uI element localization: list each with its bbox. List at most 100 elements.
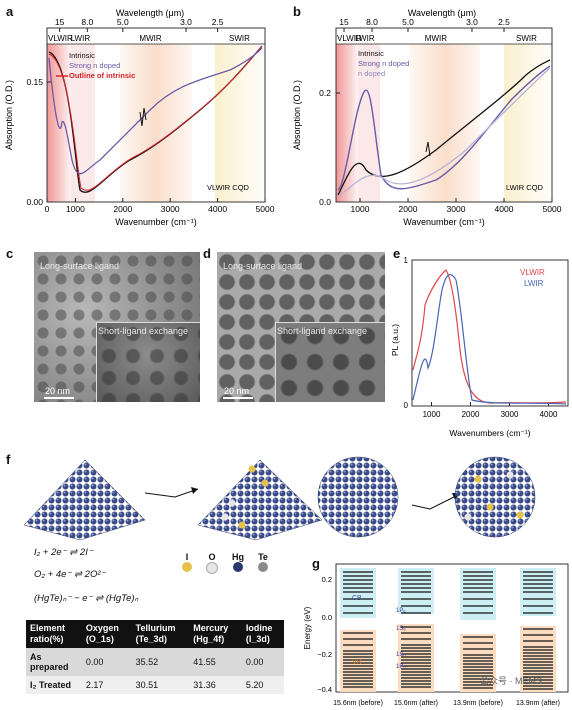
table-row: As prepared 0.00 35.52 41.55 0.00 — [26, 648, 284, 676]
panel-b-xlabel: Wavenumber (cm⁻¹) — [403, 217, 484, 227]
column-label: 15.6nm (after) — [394, 700, 438, 707]
watermark: 公众号 · MEMS — [480, 676, 542, 686]
panel-a-co2-feature — [139, 107, 147, 127]
e-x-tick-label: 3000 — [501, 410, 519, 419]
atom-legend-hg: Hg — [232, 552, 244, 576]
panel-c-tem-image: Long-surface ligand Short-ligand exchang… — [34, 252, 200, 402]
a-x-tick-label: 5000 — [256, 204, 275, 214]
atom-legend-te: Te — [258, 552, 268, 576]
panel-e-xlabel: Wavenumbers (cm⁻¹) — [449, 428, 530, 438]
b-band-label: SWIR — [516, 34, 537, 43]
b-band-label: LWIR — [355, 34, 375, 43]
panel-g-chart: Energy (eV) 0.2 0.0 −0.2 −0.4 CB VB 1Pₑ … — [303, 563, 569, 707]
panel-g-ytick: 0.0 — [322, 613, 332, 622]
table-header: Iodine (I_3d) — [241, 620, 284, 648]
arrow-2 — [411, 494, 459, 510]
sphere-before — [317, 456, 399, 538]
e-x-tick-label: 4000 — [540, 410, 558, 419]
e-x-tick-label: 2000 — [462, 410, 480, 419]
panel-e-chart: 1 0 PL (a.u.) 1000 2000 3000 4000 Wavenumbe… — [390, 256, 569, 438]
table-header-row: Element ratio(%) Oxygen (O_1s) Tellurium… — [26, 620, 284, 648]
vb-region — [398, 624, 434, 692]
panel-d-tem-image: Long-surface ligand Short-ligand exchang… — [217, 252, 385, 402]
a-band-label: SWIR — [229, 34, 250, 43]
panel-e-legend-lwir: LWIR — [524, 279, 544, 288]
panel-e-ylabel: PL (a.u.) — [390, 324, 400, 356]
panel-d-inset — [275, 322, 385, 402]
table-header: Tellurium (Te_3d) — [131, 620, 190, 648]
equation-2: O₂ + 4e⁻ ⇌ 2O²⁻ — [34, 569, 106, 580]
b-top-tick-label: 5.0 — [402, 17, 414, 27]
column-label: 15.6nm (before) — [333, 700, 383, 707]
state-label: 1Pₕ — [396, 664, 406, 670]
a-top-tick-label: 8.0 — [81, 17, 93, 27]
panel-f-structures — [23, 456, 536, 541]
panel-g-cb-label: CB — [352, 595, 362, 602]
panel-d-scale-label: 20 nm — [224, 386, 250, 396]
atom-legend: I O Hg Te — [182, 552, 268, 576]
panel-d-label-inset: Short-ligand exchange — [277, 326, 368, 336]
a-x-tick-label: 4000 — [208, 204, 227, 214]
panel-a-doped-curve — [48, 47, 263, 175]
panel-e-legend-vlwir: VLWIR — [520, 268, 545, 277]
panel-c-label-inset: Short-ligand exchange — [98, 326, 189, 336]
a-x-tick-label: 0 — [45, 204, 50, 214]
a-band-label: MWIR — [139, 34, 161, 43]
a-x-tick-label: 2000 — [113, 204, 132, 214]
panel-e-ytick-1: 1 — [404, 256, 409, 265]
panel-a-top-axis-label: Wavelength (μm) — [116, 8, 184, 18]
b-x-tick-label: 5000 — [543, 204, 562, 214]
a-band-label: LWIR — [71, 34, 91, 43]
b-x-tick-label: 4000 — [495, 204, 514, 214]
panel-e-ytick-0: 0 — [404, 401, 409, 410]
a-top-tick-label: 3.0 — [180, 17, 192, 27]
panel-b-chart: Wavelength (μm) 15 8.0 5.0 3.0 2.5 VLWIRLWIR… — [292, 8, 562, 227]
panel-d-scale-bar — [223, 397, 253, 399]
panel-a-ylabel: Absorption (O.D.) — [4, 80, 14, 150]
panel-g-label: g — [312, 556, 320, 571]
sphere-after — [454, 456, 536, 538]
b-x-tick-label: 3000 — [447, 204, 466, 214]
atom-legend-i: I — [182, 552, 192, 576]
b-top-tick-label: 8.0 — [366, 17, 378, 27]
panel-g-vb-label: VB — [352, 659, 362, 666]
a-x-tick-label: 3000 — [161, 204, 180, 214]
state-label: 1Sₕ — [396, 652, 406, 658]
b-top-tick-label: 2.5 — [498, 17, 510, 27]
panel-a-legend-intrinsic: Intrinsic — [69, 51, 95, 60]
column-label: 13.9nm (before) — [453, 700, 503, 707]
panel-d-label: d — [203, 246, 211, 261]
column-label: 13.9nm (after) — [516, 700, 560, 707]
panel-a-chart: Wavelength (μm) 15 8.0 5.0 3.0 2.5 VLWIRLWIR… — [4, 8, 275, 227]
panel-f-label: f — [6, 452, 11, 467]
panel-b-legend-strong: Strong n doped — [358, 59, 409, 68]
a-top-tick-label: 15 — [55, 17, 65, 27]
panel-d-label-top: Long-surface ligand — [223, 261, 303, 271]
panel-a-xlabel: Wavenumber (cm⁻¹) — [115, 217, 196, 227]
element-ratio-table: Element ratio(%) Oxygen (O_1s) Tellurium… — [26, 620, 284, 694]
panel-b-annotation: LWIR CQD — [506, 183, 544, 192]
equation-3: (HgTe)ₙ⁻ − e⁻ ⇌ (HgTe)ₙ — [34, 593, 139, 604]
panel-c-label: c — [6, 246, 14, 261]
panel-c-inset — [96, 322, 200, 402]
panel-b-label: b — [293, 4, 301, 19]
equation-1: I₂ + 2e⁻ ⇌ 2I⁻ — [34, 547, 93, 558]
panel-b-ndoped-curve — [337, 67, 551, 197]
vb-region — [340, 630, 376, 692]
panel-b-legend-ndoped: n doped — [358, 69, 385, 78]
panel-g-ytick: 0.2 — [322, 575, 332, 584]
panel-e-lwir-curve — [412, 273, 567, 405]
panel-b-strong-curve — [337, 65, 551, 191]
arrow-1 — [144, 488, 199, 498]
table-header: Oxygen (O_1s) — [81, 620, 132, 648]
panel-b-legend-intrinsic: Intrinsic — [358, 49, 384, 58]
a-x-tick-label: 1000 — [66, 204, 85, 214]
panel-a-label: a — [6, 4, 14, 19]
panel-b-ytick-00: 0.0 — [319, 197, 331, 207]
panel-a-outline-curve — [48, 45, 263, 191]
panel-a-ytick-015: 0.15 — [26, 77, 43, 87]
panel-b-ytick-02: 0.2 — [319, 88, 331, 98]
panel-b-co2-feature — [425, 141, 431, 157]
a-top-tick-label: 2.5 — [212, 17, 224, 27]
b-band-label: MWIR — [425, 34, 447, 43]
